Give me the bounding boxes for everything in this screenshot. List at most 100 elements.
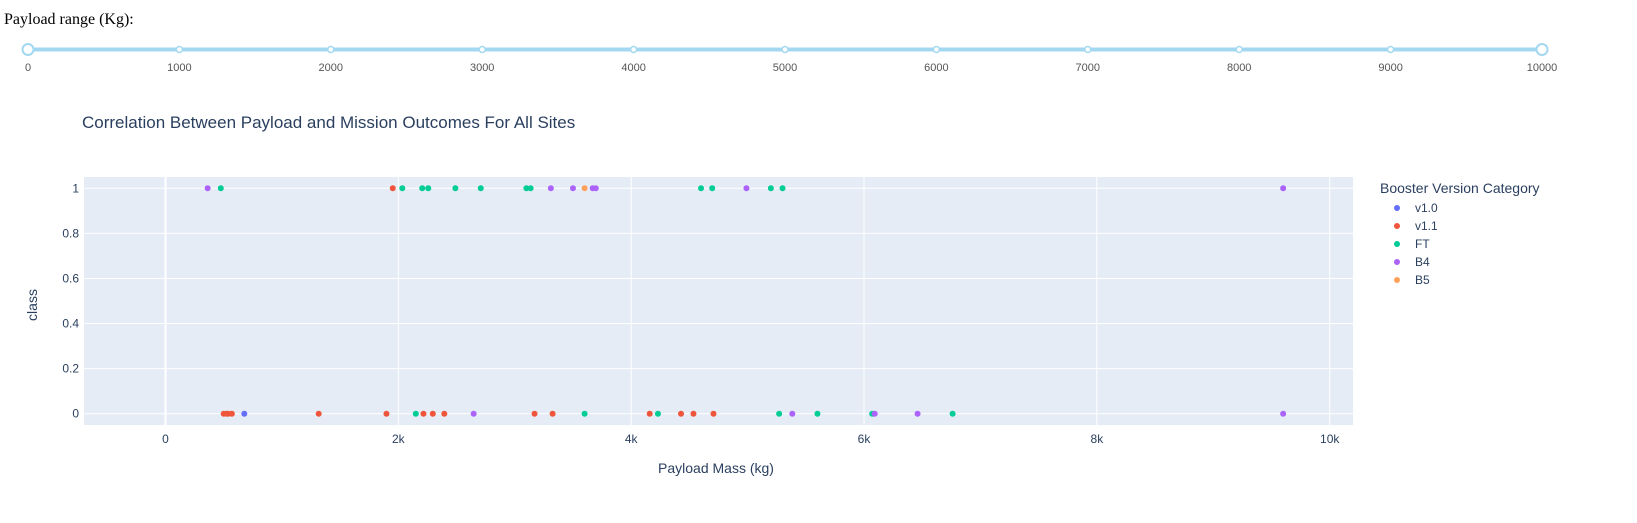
y-tick-label: 0.8 <box>62 226 79 240</box>
slider-mark-dot <box>1235 45 1243 54</box>
y-axis-label: class <box>24 289 40 321</box>
data-point-ft[interactable] <box>949 410 956 417</box>
slider-min-handle[interactable] <box>21 43 35 56</box>
data-point-ft[interactable] <box>779 185 786 192</box>
slider-mark-dot <box>1386 45 1395 54</box>
slider-mark-label: 5000 <box>773 62 797 74</box>
data-point-b4[interactable] <box>914 410 921 417</box>
slider-mark-dot <box>478 45 486 54</box>
points-layer <box>204 185 1287 417</box>
slider-layer: 0 1000 2000 3000 4000 5000 6000 7000 8000 9000 100… <box>21 43 1558 74</box>
data-point-ft[interactable] <box>527 185 534 192</box>
data-point-b4[interactable] <box>1280 410 1287 417</box>
data-point-v1-1[interactable] <box>429 410 436 417</box>
legend-item-b5[interactable]: B5 <box>1394 273 1430 287</box>
data-point-ft[interactable] <box>523 185 530 192</box>
data-point-b4[interactable] <box>1280 185 1287 192</box>
data-point-ft[interactable] <box>217 185 224 192</box>
data-point-b4[interactable] <box>592 185 599 192</box>
x-tick-label: 6k <box>858 432 872 446</box>
data-point-v1-1[interactable] <box>678 410 685 417</box>
y-tick-label: 1 <box>72 181 79 195</box>
y-tick-label: 0.4 <box>62 317 79 331</box>
slider-mark-label: 8000 <box>1227 62 1251 74</box>
data-point-b4[interactable] <box>569 185 576 192</box>
x-tick-label: 0 <box>162 432 169 446</box>
legend-label: FT <box>1415 237 1430 251</box>
data-point-v1-1[interactable] <box>420 410 427 417</box>
data-point-v1-1[interactable] <box>441 410 448 417</box>
data-point-ft[interactable] <box>412 410 419 417</box>
legend-item-b4[interactable]: B4 <box>1394 255 1430 269</box>
data-point-v1-1[interactable] <box>710 410 717 417</box>
slider-max-handle[interactable] <box>1535 43 1549 56</box>
data-point-v1-1[interactable] <box>549 410 556 417</box>
legend-marker <box>1394 241 1400 247</box>
legend-label: v1.0 <box>1415 201 1438 215</box>
data-point-ft[interactable] <box>767 185 774 192</box>
payload-range-label: Payload range (Kg): <box>4 11 134 28</box>
x-tick-label: 4k <box>625 432 639 446</box>
legend-item-v1-0[interactable]: v1.0 <box>1394 201 1438 215</box>
slider-mark-dot <box>629 45 638 54</box>
slider-mark-label: 7000 <box>1076 62 1100 74</box>
y-tick-label: 0 <box>72 407 79 421</box>
data-point-ft[interactable] <box>654 410 661 417</box>
data-point-ft[interactable] <box>477 185 484 192</box>
data-point-v1-1[interactable] <box>646 410 653 417</box>
data-point-b4[interactable] <box>743 185 750 192</box>
slider-mark-label: 3000 <box>470 62 494 74</box>
legend-title: Booster Version Category <box>1380 180 1540 196</box>
data-point-v1-1[interactable] <box>383 410 390 417</box>
x-tick-label: 10k <box>1320 432 1340 446</box>
data-point-ft[interactable] <box>425 185 432 192</box>
payload-range-slider: Payload range (Kg): <box>0 0 1637 95</box>
data-point-b4[interactable] <box>871 410 878 417</box>
data-point-ft[interactable] <box>419 185 426 192</box>
slider-mark-label: 9000 <box>1378 62 1402 74</box>
legend-marker <box>1394 277 1400 283</box>
legend-marker <box>1394 205 1400 211</box>
data-point-b5[interactable] <box>581 185 588 192</box>
data-point-v1-1[interactable] <box>690 410 697 417</box>
data-point-ft[interactable] <box>709 185 716 192</box>
data-point-v1-1[interactable] <box>228 410 235 417</box>
legend-item-v1-1[interactable]: v1.1 <box>1394 219 1438 233</box>
data-point-b4[interactable] <box>204 185 211 192</box>
data-point-v1-1[interactable] <box>389 185 396 192</box>
data-point-ft[interactable] <box>452 185 459 192</box>
data-point-b4[interactable] <box>789 410 796 417</box>
x-axis-label: Payload Mass (kg) <box>658 460 774 476</box>
slider-mark-dot <box>781 45 789 54</box>
slider-mark-label: 2000 <box>319 62 343 74</box>
slider-mark-dot <box>932 45 941 54</box>
data-point-ft[interactable] <box>814 410 821 417</box>
data-point-ft[interactable] <box>776 410 783 417</box>
legend-label: B5 <box>1415 273 1430 287</box>
data-point-ft[interactable] <box>399 185 406 192</box>
slider-mark-dot <box>327 45 335 54</box>
x-tick-label: 2k <box>392 432 406 446</box>
slider-mark-label: 4000 <box>621 62 645 74</box>
slider-mark-label: 10000 <box>1527 62 1558 74</box>
data-point-v1-1[interactable] <box>531 410 538 417</box>
legend-marker <box>1394 259 1400 265</box>
legend-item-ft[interactable]: FT <box>1394 237 1430 251</box>
slider-mark-label: 6000 <box>924 62 948 74</box>
data-point-b4[interactable] <box>470 410 477 417</box>
y-tick-label: 0.6 <box>62 271 79 285</box>
slider-mark-dot <box>1084 45 1092 54</box>
data-point-v1-1[interactable] <box>315 410 322 417</box>
slider-mark-dot <box>175 45 184 54</box>
x-tick-label: 8k <box>1091 432 1105 446</box>
legend-label: B4 <box>1415 255 1430 269</box>
y-tick-label: 0.2 <box>62 362 79 376</box>
data-point-b4[interactable] <box>547 185 554 192</box>
slider-mark-label: 1000 <box>167 62 191 74</box>
slider-mark-label: 0 <box>25 62 31 74</box>
grid-layer: 0 2k 4k 6k 8k 10k 0 0.2 0.4 0.6 0.8 1 <box>62 177 1353 446</box>
data-point-ft[interactable] <box>698 185 705 192</box>
data-point-ft[interactable] <box>581 410 588 417</box>
data-point-v1-0[interactable] <box>241 410 248 417</box>
